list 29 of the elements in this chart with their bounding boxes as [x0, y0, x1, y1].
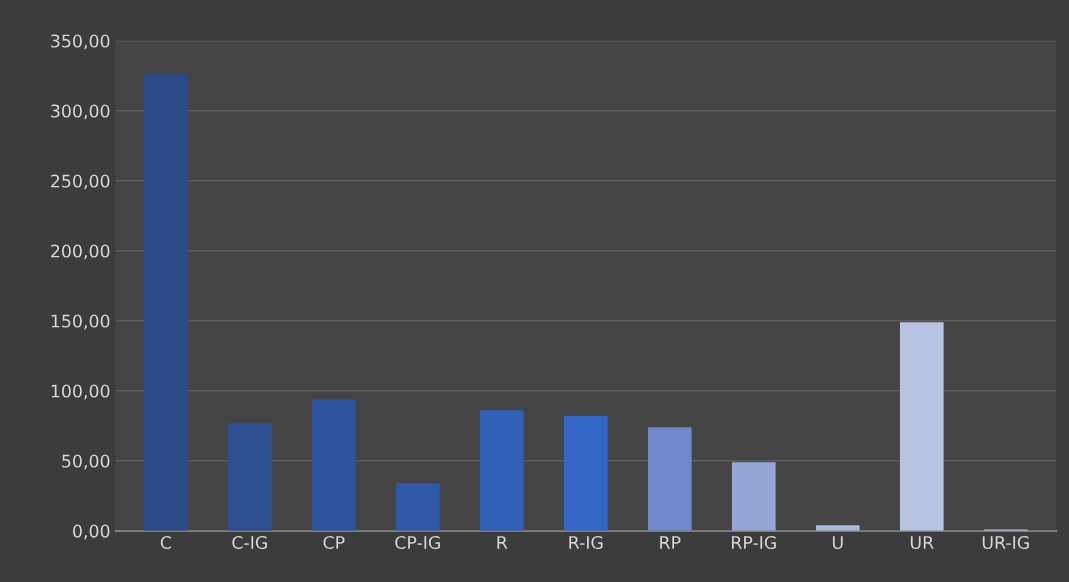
- x-tick-label: CP-IG: [395, 535, 440, 550]
- y-tick-label: 100,00: [51, 384, 110, 400]
- x-tick-label: CP: [323, 535, 345, 550]
- y-tick-label: 150,00: [51, 314, 110, 330]
- x-tick-label: RP-IG: [732, 535, 776, 550]
- bar: [647, 427, 692, 531]
- bar: [479, 410, 524, 531]
- y-tick-label: 350,00: [51, 34, 110, 50]
- bar: [395, 483, 440, 531]
- x-tick-label: UR: [910, 536, 934, 550]
- bar: [312, 399, 356, 531]
- y-tick-label: 300,00: [51, 104, 110, 120]
- bar: [815, 525, 860, 531]
- bar: [731, 462, 776, 531]
- x-tick-label: U: [832, 536, 843, 550]
- y-tick-label: 50,00: [62, 454, 110, 470]
- x-tick-label: R: [497, 536, 508, 549]
- x-tick-label: C-IG: [232, 535, 267, 550]
- y-tick-label: 250,00: [51, 174, 110, 190]
- x-tick-label: R-IG: [569, 535, 603, 550]
- bar: [899, 322, 944, 531]
- x-tick-label: C: [160, 535, 171, 550]
- y-tick-label: 0,00: [73, 524, 110, 540]
- x-tick-label: UR-IG: [982, 535, 1029, 550]
- bar: [228, 422, 272, 531]
- x-tick-label: RP: [660, 536, 681, 549]
- y-tick-label: 200,00: [51, 244, 110, 260]
- bar: [144, 74, 188, 531]
- bar: [563, 415, 608, 531]
